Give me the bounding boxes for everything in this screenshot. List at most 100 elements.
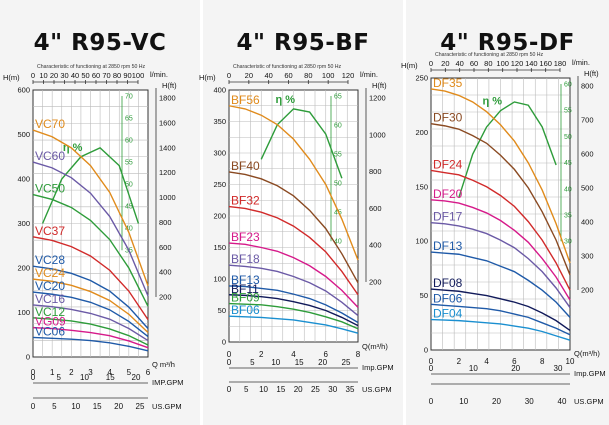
lmin-tick-label: 40 [264,71,272,80]
series-label: BF32 [231,194,260,208]
series-label: BF56 [231,93,260,107]
series-label: DF04 [433,307,463,321]
us-tick-label: 25 [136,402,145,411]
us-tick-label: 20 [294,385,303,394]
eff-tick-label: 30 [564,239,572,246]
us-tick-label: 30 [525,397,534,406]
chart-title: 4" R95-VC [33,30,167,56]
imp-tick-label: 25 [342,358,351,367]
imp-tick-label: 15 [106,373,115,382]
series-line-bf18 [228,264,359,317]
lmin-tick-label: 100 [496,59,509,68]
chart-subtitle: Characteristic of functioning at 2850 rp… [37,64,146,70]
h-tick-label: 300 [17,219,30,228]
hft-tick-label: 500 [581,184,594,193]
hft-tick-label: 200 [581,286,594,295]
lmin-tick-label: 0 [227,71,231,80]
series-line-vc50 [32,193,149,307]
hft-tick-label: 600 [369,204,382,213]
eff-tick-label: 50 [564,134,572,141]
lmin-axis-label: l/min. [360,70,378,79]
hm-axis-label: H(m) [199,73,216,82]
chart-panel-vc: 4" R95-VC Characteristic of functioning … [0,0,200,425]
hft-axis-label: H(ft) [372,81,387,90]
series-line-df06 [430,303,571,336]
series-label: DF06 [433,291,463,305]
lmin-tick-label: 160 [539,59,552,68]
efficiency-curve [41,147,140,224]
us-tick-label: 35 [346,385,355,394]
series-label: VC12 [35,305,65,319]
h-tick-label: 400 [17,175,30,184]
us-tick-label: 10 [459,397,468,406]
us-tick-label: 25 [311,385,320,394]
q-tick-label: 4 [107,368,112,377]
imp-tick-label: 30 [554,364,563,373]
chart-svg: Characteristic of functioning at 2850 rp… [199,64,394,394]
lmin-tick-label: 140 [525,59,538,68]
series-line-df08 [430,288,571,331]
series-label: DF35 [433,76,463,90]
imp-tick-label: 20 [318,358,327,367]
series-label: VG09 [35,315,66,329]
hft-tick-label: 600 [159,243,172,252]
lmin-tick-label: 70 [102,71,110,80]
efficiency-label: η % [276,94,296,106]
lmin-tick-label: 180 [554,59,567,68]
efficiency-label: η % [63,142,83,154]
us-tick-label: 5 [52,402,57,411]
series-line-df20 [430,199,571,301]
eff-tick-label: 65 [125,116,133,123]
series-line-df35 [430,88,571,264]
hft-tick-label: 1800 [159,94,176,103]
lmin-tick-label: 60 [470,59,478,68]
lmin-tick-label: 20 [50,71,58,80]
series-line-vc20 [32,291,149,338]
us-tick-label: 10 [71,402,80,411]
h-tick-label: 150 [415,182,428,191]
series-label: DF13 [433,239,463,253]
lmin-tick-label: 100 [132,71,145,80]
series-line-df24 [430,169,571,291]
eff-tick-label: 50 [334,181,342,188]
imp-tick-label: 15 [295,358,304,367]
lmin-tick-label: 0 [429,59,433,68]
q-tick-label: 1 [50,368,55,377]
series-label: VC70 [35,117,65,131]
eff-tick-label: 45 [334,210,342,217]
lmin-tick-label: 0 [31,71,35,80]
lmin-tick-label: 90 [123,71,131,80]
h-tick-label: 0 [222,338,226,347]
series-line-bf56 [228,105,359,261]
eff-tick-label: 40 [125,226,133,233]
hft-tick-label: 400 [581,218,594,227]
eff-tick-label: 35 [564,213,572,220]
eff-tick-label: 45 [125,204,133,211]
us-tick-label: 15 [276,385,285,394]
eff-tick-label: 40 [564,186,572,193]
q-tick-label: 6 [146,368,151,377]
series-label: BF13 [231,273,260,287]
series-label: VC37 [35,224,65,238]
imp-tick-label: 0 [429,364,434,373]
q-axis-label: Q(m³/h) [362,342,388,351]
h-tick-label: 150 [213,243,226,252]
hft-tick-label: 1000 [369,130,386,139]
series-label: BF18 [231,252,260,266]
q-tick-label: 5 [127,368,132,377]
hm-axis-label: H(m) [401,61,418,70]
lmin-tick-label: 20 [441,59,449,68]
imp-tick-label: 10 [469,364,478,373]
q-tick-label: 0 [31,368,36,377]
h-tick-label: 200 [415,128,428,137]
h-tick-label: 350 [213,117,226,126]
eff-tick-label: 60 [125,138,133,145]
series-line-bf09 [228,302,359,330]
eff-tick-label: 60 [564,82,572,89]
h-tick-label: 600 [17,86,30,95]
series-line-df30 [430,123,571,276]
hft-tick-label: 400 [369,241,382,250]
q-tick-label: 3 [88,368,93,377]
lmin-tick-label: 40 [71,71,79,80]
q-tick-label: 2 [69,368,74,377]
